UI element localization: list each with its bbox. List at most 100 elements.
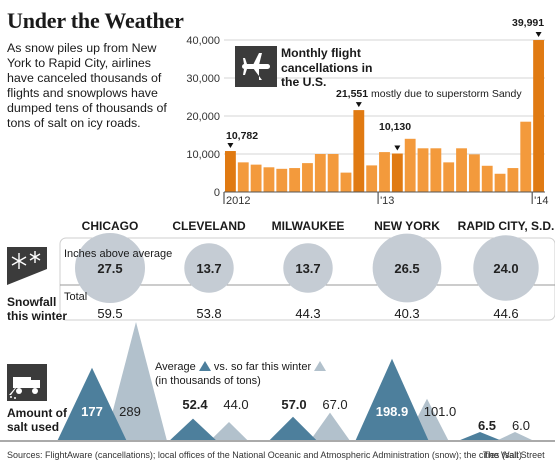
city-milwaukee: MILWAUKEE [271,219,345,233]
inches-above-label: Inches above average [64,248,173,260]
salt-this-winter-value: 6.0 [512,418,530,433]
bar [430,148,442,192]
total-label: Total [64,291,88,303]
salt-average-triangle [460,432,500,440]
bar [314,154,326,192]
peak-callout-2012: 10,782 [226,130,258,142]
bar [404,138,416,192]
salt-average-value: 52.4 [182,397,208,412]
salt-this-winter-triangle [310,412,350,440]
y-tick-label: 40,000 [186,35,220,47]
salt-this-winter-triangle [498,432,532,440]
total-milwaukee: 44.3 [295,306,321,321]
snowfall-circle [473,235,539,301]
bar [289,168,301,192]
x-tick-label: '14 [534,195,548,207]
legend-average-swatch [198,361,211,371]
city-chicago: CHICAGO [81,219,139,233]
salt-average-triangle [355,358,429,440]
total-rapid-city: 44.6 [493,306,519,321]
peak-value: 10,782 [226,130,259,142]
flight-cancellations-chart: 0 10,000 20,000 30,000 40,000 2012 '13 '14 [186,32,549,207]
airplane-icon [235,46,277,87]
bar [250,164,262,192]
city-cleveland: CLEVELAND [172,219,246,233]
snowfall-frame [59,237,555,321]
total-chicago: 59.5 [97,306,123,321]
salt-this-winter-value: 101.0 [424,404,457,419]
bar [327,154,339,192]
peak-value: 21,551 [336,88,369,100]
snowfall-value: 13.7 [295,261,320,276]
salt-this-winter-triangle [210,422,248,440]
bar [533,40,544,193]
peak-callout-sandy: 21,551 mostly due to superstorm Sandy [336,88,522,100]
bar [237,162,249,192]
bar [481,165,493,192]
y-tick-label: 20,000 [186,111,220,123]
bar [417,148,429,192]
snowfall-value: 13.7 [196,261,221,276]
salt-this-winter-value: 289 [119,404,141,419]
snowflake-icon [7,247,47,285]
bar [353,110,365,192]
peak-pointer [227,143,234,149]
snowfall-value: 24.0 [493,261,518,276]
city-rapid-city: RAPID CITY, S.D. [457,219,555,233]
snowfall-circle [184,243,234,293]
x-tick-label: 2012 [226,195,250,207]
salt-average-triangle [170,418,216,440]
salt-legend: Average vs. so far this winter [155,361,327,373]
credit: The Wall Street [483,450,545,460]
y-tick-label: 0 [214,187,220,199]
snowfall-circle [283,243,333,293]
salt-average-value: 177 [81,404,103,419]
snowfall-value: 26.5 [394,261,419,276]
bar [276,168,288,192]
sources: Sources: FlightAware (cancellations); lo… [7,450,522,460]
snowfall-circle [75,233,145,303]
peak-callout-2013: 10,130 [379,121,411,133]
peak-pointer [394,145,401,151]
bar [391,153,403,192]
y-tick-label: 30,000 [186,73,220,85]
salt-units: (in thousands of tons) [155,375,261,387]
salt-this-winter-value: 67.0 [322,397,347,412]
x-tick-label: '13 [380,195,394,207]
bar [494,173,506,192]
salt-average-value: 6.5 [478,418,496,433]
city-new-york: NEW YORK [374,219,440,233]
y-tick-label: 10,000 [186,149,220,161]
peak-callout-2014: 39,991 [512,17,544,29]
salt-average-value: 57.0 [281,397,306,412]
bar [225,151,236,192]
flight-chart-label: Monthly flight cancellations in the U.S. [281,46,373,89]
bar [302,163,313,192]
salt-average-value: 198.9 [376,404,409,419]
legend-this-winter-swatch [314,361,327,371]
snowfall-circle [372,233,442,303]
intro-text: As snow piles up from New York to Rapid … [7,41,167,130]
peak-note: mostly due to superstorm Sandy [371,88,522,100]
salt-average-triangle [269,416,317,440]
peak-value: 10,130 [379,121,412,133]
bar [379,152,390,192]
bar [443,162,455,192]
legend-vs: vs. so far this winter [213,361,312,373]
total-new-york: 40.3 [394,306,420,321]
bar [468,154,480,192]
bar [456,148,467,192]
salt-label: Amount of salt used [7,406,67,434]
peak-pointer [355,102,362,108]
bar [507,168,519,192]
snowfall-value: 27.5 [97,261,122,276]
total-cleveland: 53.8 [196,306,222,321]
salt-average-triangle [57,367,127,440]
bar [366,165,378,192]
page-title: Under the Weather [7,8,184,33]
bar [340,172,352,192]
bar [263,167,275,192]
snowfall-label: Snowfall this winter [7,295,68,323]
